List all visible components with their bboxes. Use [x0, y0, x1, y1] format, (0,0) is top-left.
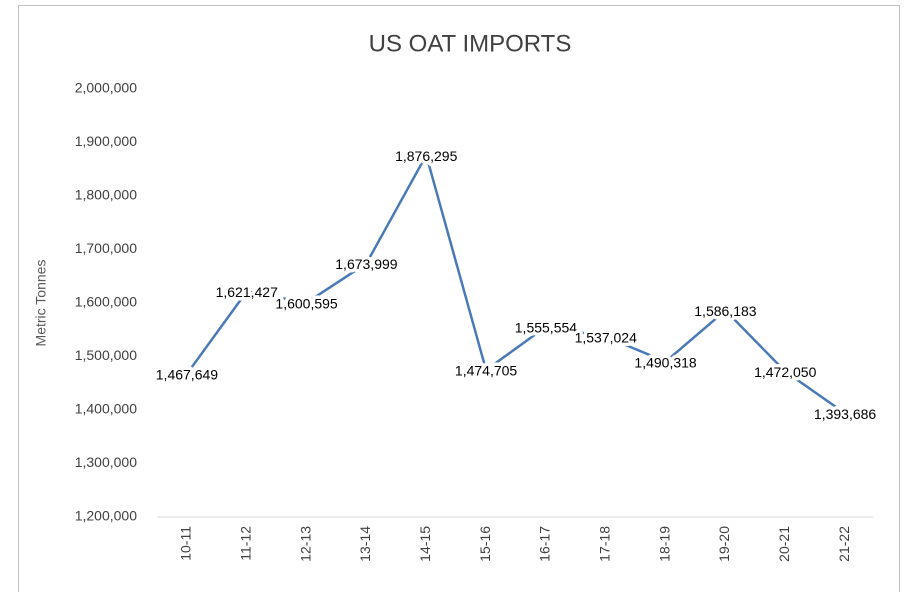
x-tick-label: 18-19	[656, 526, 672, 562]
y-tick-label: 2,000,000	[75, 80, 137, 96]
value-label: 1,586,183	[694, 303, 756, 319]
y-tick-label: 1,300,000	[75, 454, 137, 470]
y-tick-label: 1,600,000	[75, 294, 137, 310]
x-tick-label: 12-13	[297, 526, 313, 562]
y-axis-title: Metric Tonnes	[33, 260, 49, 347]
data-line	[185, 153, 846, 415]
x-tick-label: 15-16	[477, 526, 493, 562]
chart-border	[18, 5, 900, 592]
value-label: 1,393,686	[814, 406, 876, 422]
x-tick-label: 21-22	[836, 526, 852, 562]
value-label: 1,537,024	[575, 329, 637, 345]
chart-title: US OAT IMPORTS	[369, 30, 572, 57]
y-tick-label: 1,400,000	[75, 401, 137, 417]
x-tick-label: 11-12	[237, 526, 253, 561]
value-label: 1,621,427	[216, 284, 278, 300]
value-label: 1,673,999	[335, 256, 397, 272]
x-tick-label: 13-14	[357, 526, 373, 562]
x-tick-label: 20-21	[776, 526, 792, 562]
y-tick-label: 1,700,000	[75, 240, 137, 256]
y-tick-label: 1,500,000	[75, 347, 137, 363]
value-label: 1,472,050	[754, 364, 816, 380]
y-tick-label: 1,200,000	[75, 508, 137, 524]
x-tick-label: 16-17	[537, 526, 553, 562]
x-tick-label: 10-11	[178, 526, 194, 561]
value-label: 1,490,318	[634, 354, 696, 370]
value-label: 1,474,705	[455, 363, 517, 379]
y-tick-label: 1,800,000	[75, 187, 137, 203]
value-label: 1,555,554	[515, 319, 577, 335]
x-tick-label: 19-20	[716, 526, 732, 562]
value-label: 1,600,595	[275, 295, 337, 311]
x-tick-label: 17-18	[596, 526, 612, 562]
value-label: 1,876,295	[395, 148, 457, 164]
y-tick-label: 1,900,000	[75, 133, 137, 149]
x-tick-label: 14-15	[417, 526, 433, 562]
value-label: 1,467,649	[156, 367, 218, 383]
